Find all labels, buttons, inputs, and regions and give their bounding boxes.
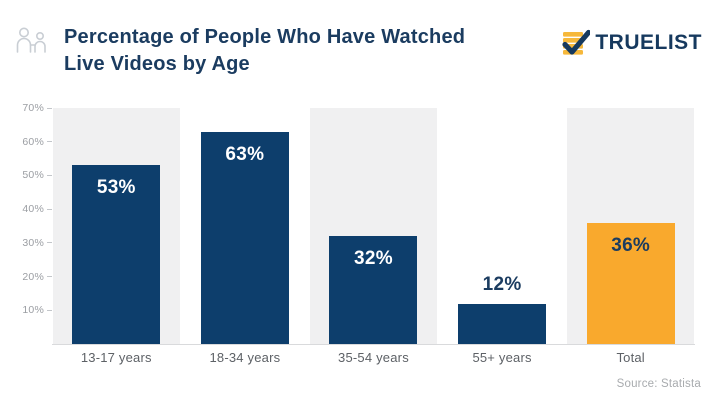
truelist-logo-text: TRUELIST (595, 31, 702, 54)
value-label-35-54-years: 32% (354, 248, 393, 270)
y-axis: 10% 20% 30% 40% 50% 60% 70% (0, 102, 52, 344)
plot-area: 53% 63% 32% 12% 36% (52, 108, 695, 345)
x-label-18-34-years: 18-34 years (209, 350, 281, 365)
chart-title-line2: Live Videos by Age (64, 53, 250, 75)
y-tick-30%: 30% (0, 236, 52, 250)
value-label-55-years: 12% (482, 273, 522, 295)
y-tick-10%: 10% (0, 303, 52, 317)
y-tick-60%: 60% (0, 135, 52, 149)
bar-total (586, 222, 675, 344)
value-label-13-17-years: 53% (96, 177, 136, 199)
column-13-17-years: 53% (52, 108, 181, 344)
bar-13-17-years (72, 165, 161, 344)
bar-18-34-years (200, 131, 289, 344)
chart-title: Percentage of People Who Have Watched Li… (64, 24, 534, 78)
value-label-total: 36% (611, 234, 651, 256)
column-18-34-years: 63% (181, 108, 310, 344)
x-axis: 13-17 years 18-34 years 35-54 years 55+ yea… (52, 350, 695, 365)
bar-55-years (458, 303, 547, 344)
column-total: 36% (566, 108, 695, 344)
people-icon (16, 27, 46, 53)
y-tick-70%: 70% (0, 101, 52, 115)
y-tick-40%: 40% (0, 202, 52, 216)
x-label-55-years: 55+ years (472, 350, 532, 365)
x-label-total: Total (616, 350, 645, 365)
y-tick-50%: 50% (0, 168, 52, 182)
x-label-13-17-years: 13-17 years (80, 350, 152, 365)
bar-35-54-years (329, 236, 418, 344)
checklist-icon (562, 29, 591, 55)
chart-title-line1: Percentage of People Who Have Watched (64, 26, 466, 48)
source-note: Source: Statista (616, 378, 701, 390)
value-label-18-34-years: 63% (225, 143, 265, 165)
x-label-35-54-years: 35-54 years (338, 350, 409, 365)
truelist-logo[interactable]: TRUELIST (560, 28, 702, 58)
column-55-years: 12% (438, 108, 567, 344)
column-35-54-years: 32% (309, 108, 438, 344)
y-tick-20%: 20% (0, 270, 52, 284)
